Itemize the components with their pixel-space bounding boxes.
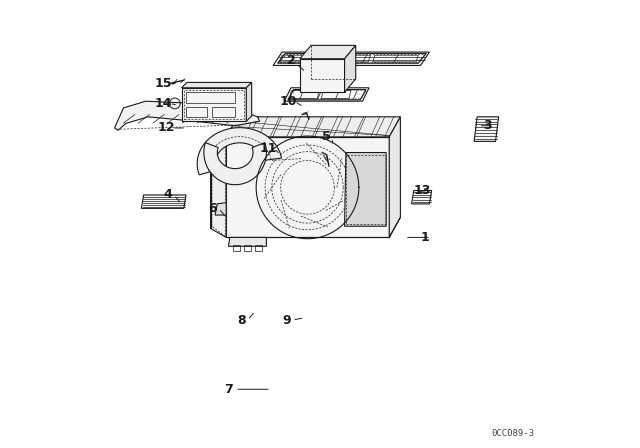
Polygon shape: [215, 202, 226, 215]
Text: 15: 15: [155, 77, 172, 90]
Polygon shape: [412, 190, 431, 204]
Text: 4: 4: [164, 189, 173, 202]
Polygon shape: [182, 82, 252, 88]
Polygon shape: [300, 59, 344, 92]
Polygon shape: [197, 128, 282, 175]
Text: 0CC089-3: 0CC089-3: [492, 429, 534, 439]
Text: 10: 10: [280, 95, 298, 108]
Polygon shape: [389, 117, 401, 237]
Polygon shape: [228, 237, 266, 246]
Polygon shape: [344, 45, 356, 92]
Text: 3: 3: [483, 119, 492, 132]
Text: 7: 7: [224, 383, 233, 396]
Text: 11: 11: [260, 142, 277, 155]
Text: 9: 9: [282, 314, 291, 327]
Text: 12: 12: [157, 121, 175, 134]
Polygon shape: [141, 195, 186, 208]
Polygon shape: [182, 88, 246, 121]
Text: 5: 5: [323, 130, 331, 143]
Polygon shape: [300, 45, 356, 59]
Polygon shape: [246, 82, 252, 121]
Polygon shape: [211, 137, 226, 237]
Polygon shape: [474, 117, 499, 142]
Polygon shape: [226, 137, 389, 237]
Text: 13: 13: [414, 184, 431, 197]
Polygon shape: [284, 88, 369, 101]
Text: 8: 8: [237, 314, 246, 327]
Polygon shape: [273, 52, 429, 65]
Text: 14: 14: [155, 97, 172, 110]
Polygon shape: [115, 101, 260, 130]
Polygon shape: [226, 117, 401, 137]
Text: 2: 2: [287, 55, 295, 68]
Text: 1: 1: [420, 231, 429, 244]
Text: 6: 6: [209, 202, 217, 215]
Polygon shape: [204, 142, 266, 185]
Polygon shape: [344, 152, 386, 226]
